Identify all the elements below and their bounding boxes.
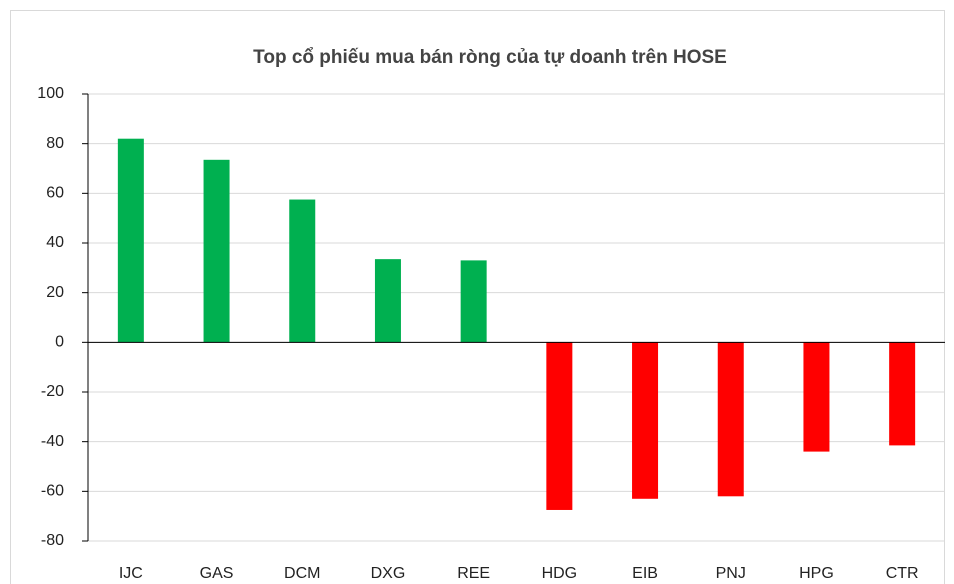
x-tick-label: REE: [457, 565, 490, 582]
y-tick-label: -40: [41, 433, 64, 450]
y-tick-label: 80: [46, 135, 64, 152]
x-tick-label: DCM: [284, 565, 320, 582]
x-tick-label: IJC: [119, 565, 143, 582]
y-tick-label: -60: [41, 483, 64, 500]
x-tick-label: CTR: [886, 565, 919, 582]
chart-title: Top cổ phiếu mua bán ròng của tự doanh t…: [253, 47, 727, 68]
y-tick-label: 0: [55, 334, 64, 351]
bar: [289, 199, 316, 343]
y-tick-label: 40: [46, 234, 64, 251]
y-tick-label: 100: [37, 85, 64, 102]
x-tick-label: HPG: [799, 565, 834, 582]
x-tick-label: GAS: [200, 565, 234, 582]
bar: [632, 342, 659, 499]
y-tick-label: 60: [46, 185, 64, 202]
x-tick-label: PNJ: [716, 565, 746, 582]
bar: [889, 342, 916, 446]
bar: [460, 260, 487, 343]
x-tick-label: HDG: [542, 565, 578, 582]
y-tick-label: -80: [41, 532, 64, 549]
y-tick-label: 20: [46, 284, 64, 301]
bar: [717, 342, 744, 497]
bar: [117, 138, 144, 343]
y-tick-label: -20: [41, 383, 64, 400]
x-tick-label: EIB: [632, 565, 658, 582]
bar: [374, 259, 401, 343]
bar: [803, 342, 830, 452]
x-tick-label: DXG: [371, 565, 406, 582]
bar: [203, 159, 230, 343]
bar: [546, 342, 573, 510]
